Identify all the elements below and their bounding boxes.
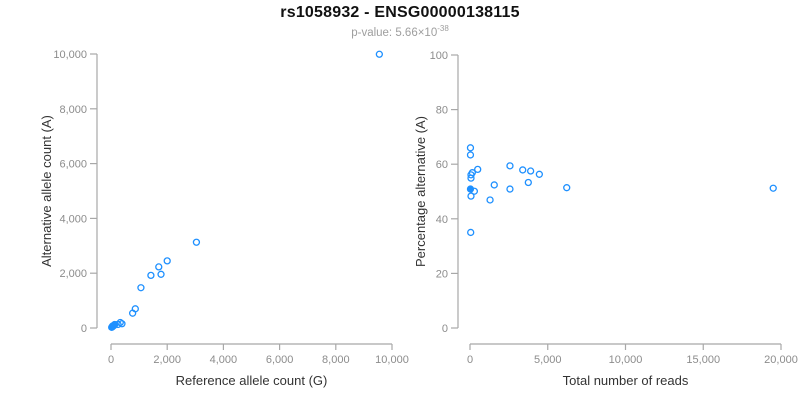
- y-tick-label: 0: [81, 323, 87, 335]
- x-tick-label: 6,000: [266, 354, 294, 366]
- data-point: [116, 318, 124, 327]
- right-panel: 0 5,000 10,000 15,000 20,000 0 20 40 60 80 100 Tota…: [413, 50, 798, 388]
- data-point: [467, 171, 475, 179]
- x-axis-title: Reference allele count (G): [176, 373, 328, 388]
- data-point: [506, 185, 514, 193]
- x-tick-label: 0: [467, 354, 473, 366]
- y-tick-label: 2,000: [59, 268, 87, 280]
- data-point: [524, 178, 532, 187]
- x-tick-label: 8,000: [322, 354, 350, 366]
- data-point: [467, 228, 475, 237]
- y-tick-label: 0: [442, 323, 448, 335]
- points-layer: [108, 50, 384, 331]
- data-point: [137, 284, 145, 292]
- data-point: [131, 305, 139, 313]
- lines-layer: [459, 183, 792, 191]
- y-axis-title: Alternative allele count (A): [39, 115, 54, 267]
- y-tick-label: 100: [430, 50, 448, 62]
- y-tick-label: 4,000: [59, 213, 87, 225]
- data-point: [563, 184, 571, 192]
- points-layer: [466, 144, 777, 237]
- x-tick-label: 10,000: [375, 354, 409, 366]
- data-point: [535, 170, 544, 178]
- data-point: [155, 263, 163, 271]
- x-tick-label: 4,000: [210, 354, 238, 366]
- regression-line: [111, 54, 359, 328]
- data-point: [157, 270, 165, 278]
- data-point: [466, 144, 475, 152]
- y-tick-label: 6,000: [59, 159, 87, 171]
- data-point: [769, 184, 777, 192]
- data-point: [519, 166, 527, 174]
- y-tick-label: 40: [436, 214, 448, 226]
- data-point: [467, 192, 475, 200]
- data-point: [474, 165, 482, 174]
- x-tick-label: 20,000: [764, 354, 798, 366]
- x-tick-label: 2,000: [153, 354, 181, 366]
- data-point: [147, 271, 155, 280]
- identity-line: [101, 44, 402, 337]
- x-axis-title: Total number of reads: [563, 373, 689, 388]
- x-tick-label: 0: [108, 354, 114, 366]
- y-tick-label: 8,000: [59, 104, 87, 116]
- y-tick-label: 10,000: [53, 49, 87, 61]
- y-axis-title: Percentage alternative (A): [413, 116, 428, 267]
- data-point: [467, 174, 475, 182]
- subtitle-text: p-value: 5.66×10: [351, 26, 438, 39]
- data-point: [375, 50, 384, 58]
- data-point: [192, 238, 201, 246]
- plot-subtitle: p-value: 5.66×10-38: [0, 24, 800, 39]
- data-point: [486, 196, 494, 204]
- data-point: [506, 162, 514, 170]
- y-tick-label: 20: [436, 268, 448, 280]
- data-point: [118, 320, 126, 328]
- x-tick-label: 15,000: [686, 354, 720, 366]
- y-tick-label: 60: [436, 159, 448, 171]
- plot-title: rs1058932 - ENSG00000138115: [280, 4, 520, 21]
- data-point: [466, 151, 475, 159]
- x-tick-label: 10,000: [609, 354, 643, 366]
- left-panel: 0 2,000 4,000 6,000 8,000 10,000 0 2,000 4,000 6,…: [39, 44, 409, 388]
- y-tick-label: 80: [436, 105, 448, 117]
- data-point: [526, 167, 535, 175]
- data-point: [470, 187, 479, 195]
- data-point: [490, 181, 498, 189]
- x-tick-label: 5,000: [534, 354, 562, 366]
- lines-layer: [101, 44, 402, 337]
- data-point: [163, 257, 171, 265]
- subtitle-exponent: -38: [437, 24, 449, 33]
